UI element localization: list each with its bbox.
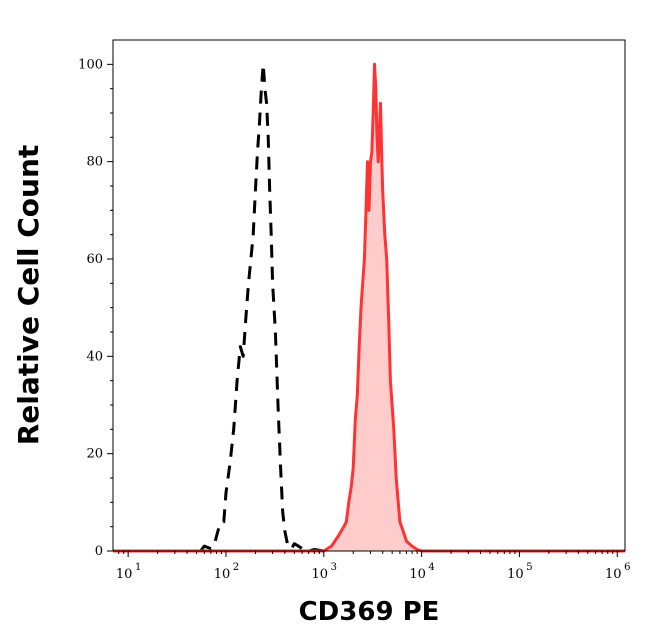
series-1-line <box>113 62 625 553</box>
series-1-fill <box>113 64 625 552</box>
x-tick-exponent: 2 <box>233 562 239 573</box>
plot-frame <box>112 39 626 552</box>
y-tick-label: 100 <box>78 57 103 72</box>
x-tick-label: 10 <box>605 567 622 582</box>
y-tick-label: 40 <box>86 349 103 364</box>
y-tick-label: 80 <box>86 155 103 170</box>
x-tick-label: 10 <box>507 567 524 582</box>
x-tick-label: 10 <box>116 567 133 582</box>
y-tick-label: 60 <box>86 252 103 267</box>
x-tick-exponent: 3 <box>331 562 337 573</box>
y-tick-label: 0 <box>95 544 103 559</box>
y-tick-label: 20 <box>86 447 103 462</box>
x-tick-label: 10 <box>214 567 231 582</box>
x-axis-label: CD369 PE <box>299 597 440 627</box>
x-tick-label: 10 <box>409 567 426 582</box>
x-tick-exponent: 6 <box>624 562 630 573</box>
y-axis-label: Relative Cell Count <box>12 145 45 446</box>
series-0-line <box>113 62 325 553</box>
x-tick-exponent: 4 <box>428 562 434 573</box>
x-tick-label: 10 <box>312 567 329 582</box>
x-tick-exponent: 1 <box>135 562 141 573</box>
x-tick-exponent: 5 <box>526 562 532 573</box>
